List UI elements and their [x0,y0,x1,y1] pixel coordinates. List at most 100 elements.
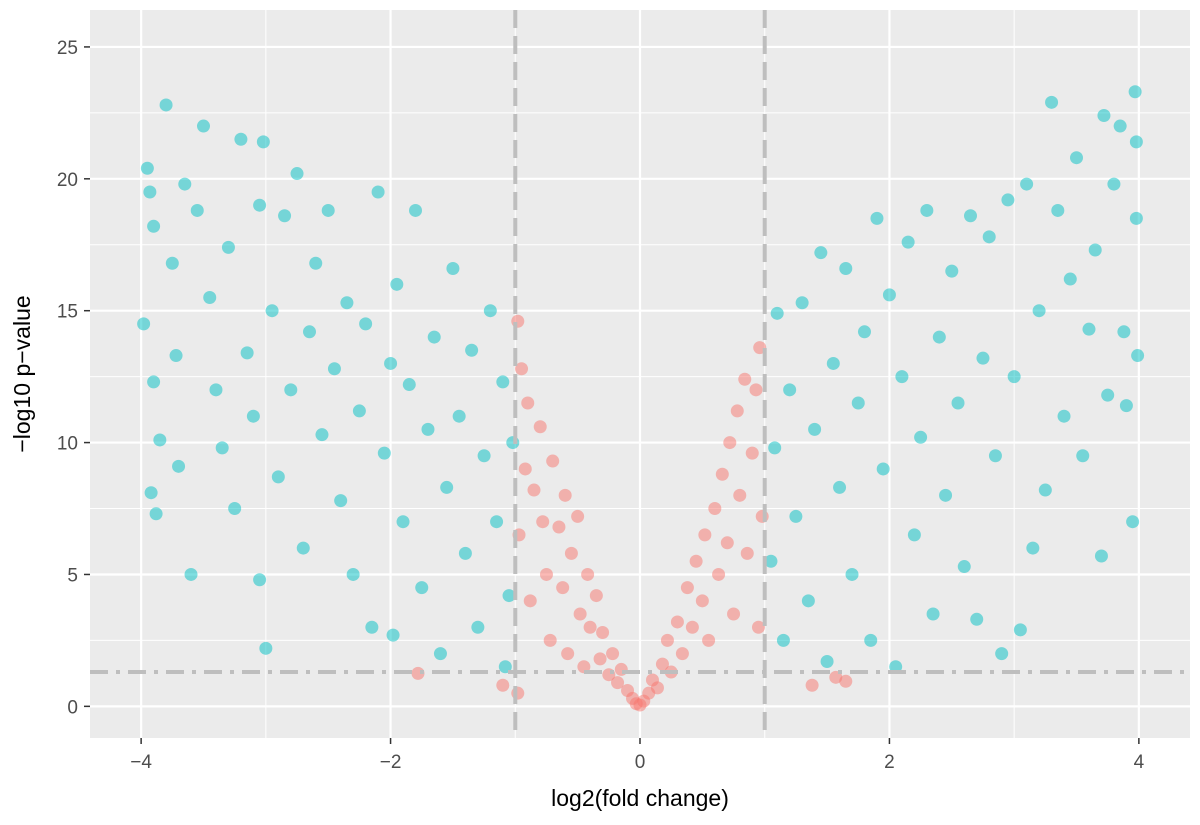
data-point-significant [1129,135,1143,149]
data-point-not-significant [730,404,744,418]
data-point-significant [864,633,878,647]
data-point-significant [303,325,317,339]
data-point-not-significant [511,314,525,328]
data-point-significant [496,375,510,389]
data-point-not-significant [695,594,709,608]
data-point-significant [1128,85,1142,99]
data-point-not-significant [755,509,769,523]
data-point-not-significant [660,633,674,647]
data-point-significant [165,256,179,270]
data-point-not-significant [829,670,843,684]
data-point-significant [789,509,803,523]
data-point-not-significant [546,454,560,468]
data-point-not-significant [655,657,669,671]
data-point-not-significant [733,488,747,502]
data-point-not-significant [650,681,664,695]
data-point-not-significant [496,678,510,692]
data-point-not-significant [596,625,610,639]
data-point-significant [172,459,186,473]
data-point-significant [402,378,416,392]
data-point-significant [1097,109,1111,123]
data-point-not-significant [523,594,537,608]
data-point-significant [415,581,429,595]
x-tick-label: 0 [635,752,646,773]
x-tick-label: −4 [130,752,152,773]
data-point-significant [256,135,270,149]
data-point-significant [795,296,809,310]
x-tick-label: 4 [1134,752,1145,773]
data-point-significant [1082,322,1096,336]
data-point-significant [440,480,454,494]
data-point-significant [265,304,279,318]
data-point-not-significant [511,686,525,700]
data-point-not-significant [583,620,597,634]
data-point-not-significant [527,483,541,497]
data-point-significant [284,383,298,397]
data-point-significant [857,325,871,339]
data-point-significant [321,203,335,217]
data-point-significant [259,641,273,655]
data-point-not-significant [805,678,819,692]
data-point-significant [988,449,1002,463]
data-point-not-significant [518,462,532,476]
data-point-significant [253,573,267,587]
data-point-significant [801,594,815,608]
data-point-significant [1032,304,1046,318]
x-tick-label: −2 [380,752,402,773]
data-point-significant [190,203,204,217]
data-point-significant [384,356,398,370]
data-point-significant [147,375,161,389]
data-point-significant [296,541,310,555]
data-point-significant [1088,243,1102,257]
y-tick-label: 10 [57,434,78,455]
data-point-not-significant [536,515,550,529]
data-point-significant [995,647,1009,661]
y-tick-label: 15 [57,302,78,323]
data-point-significant [137,317,151,331]
data-point-significant [215,441,229,455]
data-point-significant [290,167,304,181]
data-point-not-significant [606,647,620,661]
data-point-not-significant [571,509,585,523]
data-point-significant [814,246,828,260]
data-point-significant [826,356,840,370]
data-point-significant [143,185,157,199]
data-point-not-significant [685,620,699,634]
data-point-significant [147,219,161,233]
data-point-significant [932,330,946,344]
data-point-not-significant [558,488,572,502]
data-point-significant [1076,449,1090,463]
data-point-significant [1057,409,1071,423]
data-point-significant [820,655,834,669]
data-point-not-significant [738,372,752,386]
data-point-significant [926,607,940,621]
x-axis-title: log2(fold change) [551,785,729,811]
data-point-significant [315,428,329,442]
data-point-significant [957,560,971,574]
data-point-significant [240,346,254,360]
data-point-not-significant [727,607,741,621]
data-point-significant [203,291,217,305]
data-point-significant [502,589,516,603]
data-point-significant [483,304,497,318]
data-point-significant [833,480,847,494]
data-point-significant [271,470,285,484]
data-point-significant [149,507,163,521]
data-point-not-significant [670,615,684,629]
data-point-significant [1020,177,1034,191]
data-point-significant [377,446,391,460]
data-point-significant [939,488,953,502]
data-point-not-significant [577,660,591,674]
data-point-not-significant [581,567,595,581]
data-point-significant [1117,325,1131,339]
data-point-significant [458,546,472,560]
data-point-significant [327,362,341,376]
y-tick-label: 5 [67,565,78,586]
data-point-significant [951,396,965,410]
data-point-significant [1007,370,1021,384]
data-point-not-significant [593,652,607,666]
x-tick-label: 2 [884,752,895,773]
data-point-significant [1129,211,1143,225]
data-point-not-significant [749,383,763,397]
data-point-significant [433,647,447,661]
